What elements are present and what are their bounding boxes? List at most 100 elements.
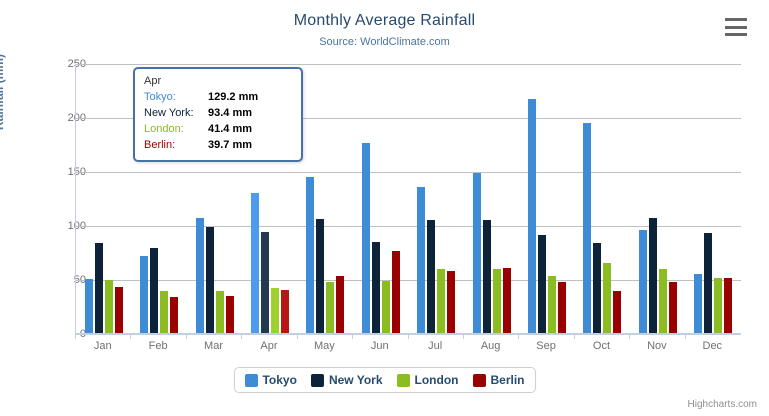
x-axis-tick-label: Jun <box>370 340 389 352</box>
bar[interactable] <box>270 288 279 333</box>
bar-group[interactable] <box>686 64 741 333</box>
legend-swatch <box>310 373 324 387</box>
bar[interactable] <box>170 297 179 333</box>
bar[interactable] <box>417 186 426 333</box>
bar[interactable] <box>482 220 491 333</box>
bar[interactable] <box>638 229 647 333</box>
bar[interactable] <box>225 295 234 333</box>
bar-group[interactable] <box>630 64 685 333</box>
bar[interactable] <box>502 267 511 333</box>
bar[interactable] <box>391 251 400 333</box>
x-axis-tick-label: Apr <box>260 340 278 352</box>
bar[interactable] <box>326 282 335 333</box>
bar[interactable] <box>381 280 390 333</box>
legend-label: London <box>414 373 459 387</box>
bar[interactable] <box>316 218 325 333</box>
bar[interactable] <box>704 233 713 333</box>
bar[interactable] <box>306 177 315 333</box>
legend-item-berlin[interactable]: Berlin <box>472 373 525 387</box>
bar[interactable] <box>250 193 259 333</box>
bar[interactable] <box>195 218 204 333</box>
bar-group[interactable] <box>242 64 297 333</box>
bar[interactable] <box>558 281 567 333</box>
bar[interactable] <box>613 290 622 333</box>
x-axis-tick-mark <box>573 334 575 339</box>
x-axis-tick-mark <box>352 334 354 339</box>
bar[interactable] <box>648 217 657 333</box>
legend-item-tokyo[interactable]: Tokyo <box>244 373 297 387</box>
bar[interactable] <box>280 290 289 333</box>
bar-group[interactable] <box>187 64 242 333</box>
bar[interactable] <box>114 287 123 333</box>
bar[interactable] <box>437 269 446 333</box>
bar-group[interactable] <box>131 64 186 333</box>
x-axis-tick-mark <box>518 334 520 339</box>
bar[interactable] <box>548 276 557 333</box>
bar[interactable] <box>84 279 93 333</box>
bar-group[interactable] <box>409 64 464 333</box>
menu-bar-3 <box>725 33 747 36</box>
bar[interactable] <box>336 276 345 333</box>
bar-group[interactable] <box>76 64 131 333</box>
legend-swatch <box>396 373 410 387</box>
plot-area <box>75 64 741 335</box>
tooltip-row: Tokyo: 129.2 mm <box>144 89 292 105</box>
bar[interactable] <box>714 277 723 333</box>
menu-bar-2 <box>725 25 747 29</box>
context-menu-icon[interactable] <box>723 16 749 38</box>
bar[interactable] <box>528 99 537 333</box>
menu-bar-1 <box>725 18 747 21</box>
gridline <box>76 172 741 173</box>
bar-group[interactable] <box>575 64 630 333</box>
legend-item-new-york[interactable]: New York <box>310 373 383 387</box>
bar[interactable] <box>658 268 667 333</box>
bar[interactable] <box>447 271 456 333</box>
bar[interactable] <box>694 274 703 333</box>
x-axis-tick-label: Aug <box>480 340 501 352</box>
tooltip-row: New York: 93.4 mm <box>144 105 292 121</box>
bar[interactable] <box>205 226 214 333</box>
bar[interactable] <box>603 262 612 333</box>
bar-group[interactable] <box>298 64 353 333</box>
bar[interactable] <box>538 234 547 333</box>
bar-group[interactable] <box>519 64 574 333</box>
x-axis-tick-mark <box>407 334 409 339</box>
legend-label: Berlin <box>490 373 525 387</box>
bar[interactable] <box>668 282 677 333</box>
bar[interactable] <box>492 268 501 333</box>
bar[interactable] <box>724 277 733 333</box>
x-axis-tick-mark <box>629 334 631 339</box>
tooltip-row: London: 41.4 mm <box>144 121 292 137</box>
bar[interactable] <box>361 142 370 333</box>
bar[interactable] <box>472 172 481 333</box>
x-axis-line <box>76 333 741 334</box>
x-axis-tick-label: Sep <box>536 340 556 352</box>
bar[interactable] <box>94 242 103 333</box>
x-axis-tick-mark <box>462 334 464 339</box>
legend-item-london[interactable]: London <box>396 373 459 387</box>
x-axis-tick-label: May <box>313 340 335 352</box>
bar[interactable] <box>583 123 592 333</box>
x-axis-tick-mark <box>75 334 76 339</box>
bar[interactable] <box>427 219 436 333</box>
tooltip-row: Berlin: 39.7 mm <box>144 137 292 153</box>
legend-swatch <box>472 373 486 387</box>
bar-group[interactable] <box>353 64 408 333</box>
bar[interactable] <box>140 255 149 333</box>
x-axis-tick-mark <box>241 334 243 339</box>
bar[interactable] <box>104 280 113 333</box>
x-axis-tick-mark <box>296 334 298 339</box>
x-axis-tick-label: Oct <box>592 340 611 352</box>
bar-group[interactable] <box>464 64 519 333</box>
gridline <box>76 118 741 119</box>
bar[interactable] <box>215 290 224 333</box>
bar[interactable] <box>160 291 169 333</box>
x-axis-tick-label: Feb <box>148 340 168 352</box>
credits-link[interactable]: Highcharts.com <box>687 399 757 410</box>
bar[interactable] <box>593 242 602 333</box>
bar[interactable] <box>260 232 269 333</box>
bar[interactable] <box>150 247 159 333</box>
gridline <box>76 226 741 227</box>
bar[interactable] <box>371 241 380 333</box>
